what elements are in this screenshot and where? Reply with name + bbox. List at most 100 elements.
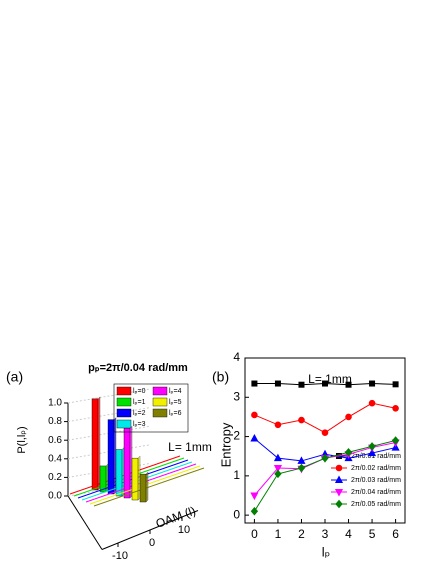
legend-label: 2π/0.05 rad/mm	[351, 501, 401, 508]
grid-line	[67, 407, 151, 423]
legend-swatch	[116, 397, 132, 407]
y-tick-label: 0	[233, 507, 240, 521]
y-tick-label: 1.0	[48, 398, 62, 409]
marker	[251, 380, 258, 387]
legend-swatch	[116, 408, 132, 418]
bar-side	[137, 455, 141, 501]
trace	[93, 467, 205, 507]
marker	[392, 381, 399, 388]
bar-side	[97, 396, 101, 491]
x-tick-label: 3	[322, 527, 329, 541]
legend-marker	[335, 464, 343, 472]
x-axis-label: OAM (l)	[154, 504, 198, 531]
annotation: L= 1mm	[308, 372, 352, 386]
y-axis-label: Entropy	[218, 422, 233, 467]
marker	[273, 453, 282, 462]
legend-swatch	[152, 386, 168, 396]
marker	[391, 443, 400, 451]
bar-side	[113, 417, 117, 495]
marker	[368, 442, 376, 451]
marker	[298, 381, 305, 388]
legend-swatch	[116, 386, 132, 396]
series-line	[254, 402, 396, 434]
marker	[391, 436, 400, 445]
bar	[107, 419, 115, 495]
marker	[368, 448, 377, 457]
marker	[274, 421, 282, 429]
y-tick-label: 0.8	[48, 416, 62, 427]
legend-frame	[113, 383, 189, 433]
y-tick-label: 4	[233, 350, 240, 364]
chart-title: pₚ=2π/0.04 rad/mm	[88, 362, 188, 374]
marker	[274, 469, 282, 479]
y-tick-label: 0.0	[48, 491, 62, 502]
bar	[99, 465, 107, 493]
marker	[250, 506, 259, 516]
marker	[321, 453, 329, 463]
x-tick-label: 2	[298, 527, 305, 541]
legend-marker	[334, 475, 344, 483]
legend-label: lₚ=3	[133, 421, 146, 428]
marker	[297, 456, 306, 464]
marker	[298, 416, 305, 424]
y-tick-label: 3	[233, 389, 240, 403]
legend-swatch	[116, 419, 132, 429]
legend-label: lₚ=1	[133, 399, 146, 406]
legend-swatch	[152, 408, 168, 418]
x-axis-label: lₚ	[322, 544, 330, 559]
y-tick-label: 0.6	[48, 435, 62, 446]
legend-label: lₚ=0	[133, 388, 146, 395]
y-tick-label: 0.2	[48, 472, 62, 483]
y-axis-label: P(l,lₚ)	[16, 426, 28, 453]
marker	[369, 380, 376, 387]
bar	[139, 473, 147, 503]
bar-side	[129, 425, 133, 499]
legend-marker	[334, 489, 344, 497]
bar	[123, 428, 131, 499]
legend-label: 2π/0.01 rad/mm	[351, 453, 401, 460]
marker	[345, 381, 352, 388]
legend-label: 2π/0.03 rad/mm	[351, 477, 401, 484]
marker	[392, 404, 399, 412]
legend-marker	[335, 499, 343, 509]
x-tick-label: 5	[369, 527, 376, 541]
marker	[250, 433, 259, 442]
x-tick-label: 10	[178, 524, 190, 536]
grid-line	[67, 388, 151, 404]
x-tick-label: 1	[275, 527, 282, 541]
x-tick-label: 0	[149, 537, 155, 549]
legend-label: 2π/0.04 rad/mm	[351, 489, 401, 496]
legend-label: lₚ=4	[169, 388, 182, 395]
legend-label: 2π/0.02 rad/mm	[351, 465, 401, 472]
legend-label: lₚ=5	[169, 399, 182, 406]
marker	[250, 492, 259, 501]
x-tick-label: -10	[112, 550, 128, 562]
marker	[274, 380, 281, 387]
marker	[321, 429, 329, 436]
legend-label: lₚ=6	[169, 410, 182, 417]
bar	[91, 398, 99, 491]
y-tick-label: 0.4	[48, 453, 62, 464]
depth-axis	[67, 495, 103, 550]
panel-label: (b)	[212, 369, 229, 385]
y-tick-label: 2	[233, 429, 240, 443]
panel-label: (a)	[6, 369, 23, 385]
x-tick-label: 0	[251, 527, 258, 541]
marker	[273, 465, 282, 473]
legend-label: lₚ=2	[133, 410, 146, 417]
bar-side	[145, 471, 149, 503]
y-tick-label: 1	[233, 468, 240, 482]
marker	[322, 380, 328, 387]
marker	[344, 448, 353, 457]
marker	[345, 413, 352, 421]
legend-swatch	[152, 397, 168, 407]
bar	[131, 457, 139, 501]
marker	[368, 399, 376, 407]
x-tick-label: 4	[345, 527, 352, 541]
marker	[297, 463, 306, 473]
bar	[115, 449, 123, 497]
annotation: L= 1mm	[168, 440, 212, 454]
x-tick-label: 6	[392, 527, 399, 541]
